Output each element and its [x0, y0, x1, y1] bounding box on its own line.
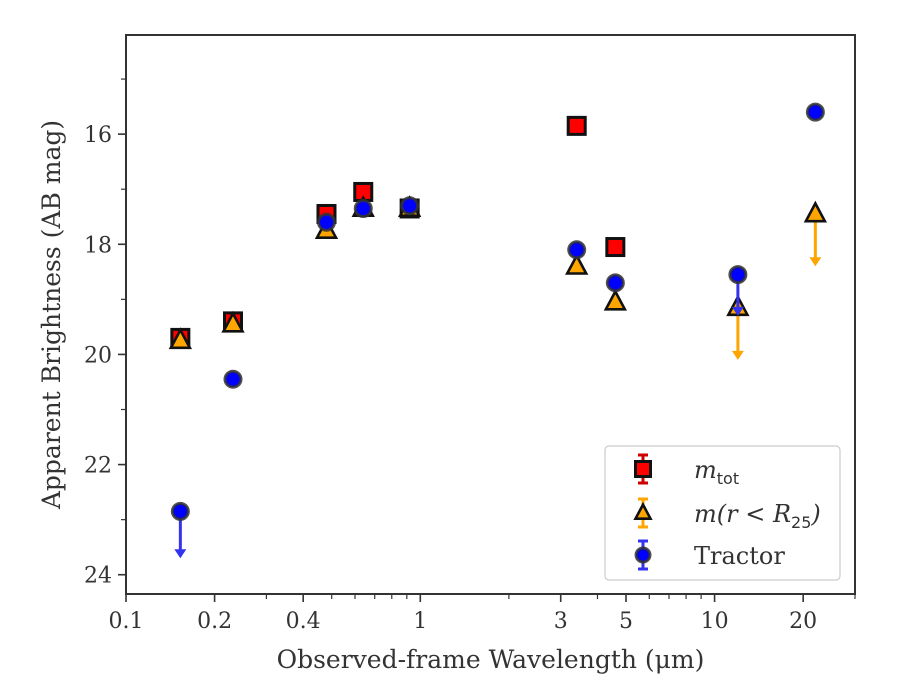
x-tick-label: 5 — [619, 609, 633, 634]
y-tick-label: 20 — [84, 343, 112, 368]
circle-marker — [223, 369, 243, 389]
x-tick-label: 20 — [789, 609, 817, 634]
x-axis-ticks: 0.1 0.2 0.4 1 3 5 10 20 — [109, 594, 856, 634]
upper-limit-arrowhead — [731, 350, 744, 360]
circle-marker — [634, 546, 652, 564]
circle-marker — [316, 212, 336, 232]
legend-label: m(r < R25) — [694, 500, 821, 532]
x-tick-label: 0.4 — [286, 609, 321, 634]
circle-marker — [805, 102, 825, 122]
x-tick-label: 0.2 — [197, 609, 232, 634]
x-tick-label: 10 — [701, 609, 729, 634]
upper-limit-arrowhead — [174, 549, 187, 559]
legend-label: Tractor — [694, 542, 785, 570]
square-marker — [566, 115, 587, 136]
triangle-marker — [168, 327, 193, 350]
legend-label: mtot — [694, 456, 739, 488]
series-circle — [170, 102, 825, 559]
triangle-marker — [221, 310, 245, 333]
series-square — [170, 115, 626, 348]
x-tick-label: 1 — [413, 609, 427, 634]
y-tick-label: 22 — [84, 454, 112, 479]
circle-marker — [728, 265, 748, 285]
triangle-marker — [603, 288, 628, 311]
legend: mtot m(r < R25) Tractor — [604, 445, 841, 581]
triangle-marker — [633, 501, 653, 520]
legend-box — [604, 445, 841, 581]
triangle-marker — [803, 200, 828, 223]
x-tick-label: 3 — [554, 609, 568, 634]
plot-frame — [125, 34, 856, 595]
triangle-marker — [565, 252, 589, 275]
upper-limit-arrowhead — [731, 306, 744, 316]
y-axis-label: Apparent Brightness (AB mag) — [37, 120, 66, 510]
y-tick-label: 18 — [84, 233, 112, 258]
x-tick-label: 0.1 — [109, 609, 144, 634]
y-axis-ticks: 16 18 20 22 24 — [84, 78, 126, 589]
series-triangle — [168, 195, 828, 360]
square-marker — [605, 237, 626, 258]
circle-marker — [400, 196, 420, 216]
circle-marker — [170, 501, 190, 521]
data-marks — [168, 102, 828, 559]
y-tick-label: 24 — [84, 564, 112, 589]
upper-limit-arrowhead — [809, 257, 822, 267]
circle-marker — [567, 240, 587, 260]
x-axis-label: Observed-frame Wavelength (μm) — [277, 645, 705, 674]
circle-marker — [605, 273, 625, 293]
square-marker — [634, 460, 652, 478]
circle-marker — [353, 198, 373, 218]
y-tick-label: 16 — [84, 123, 112, 148]
